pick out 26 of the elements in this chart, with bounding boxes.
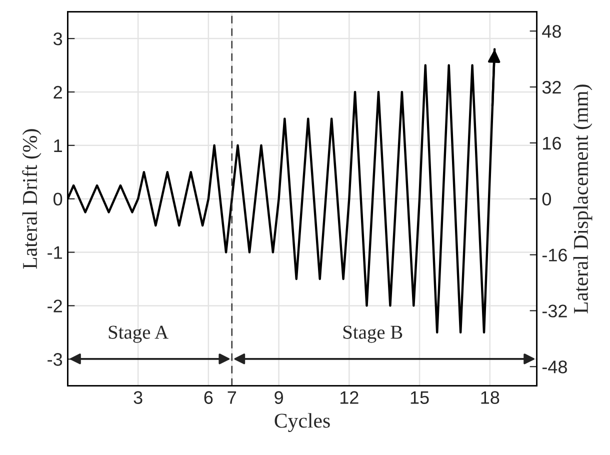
annotation: Stage B [343, 326, 402, 343]
y-tick-label: -2 [48, 300, 62, 312]
y2-tick-label: -48 [542, 360, 567, 374]
annotation: Stage A [108, 326, 168, 343]
y-tick-label: 0 [54, 192, 62, 206]
x-tick-label: 7 [228, 391, 236, 404]
y2-tick-label: 16 [543, 136, 561, 150]
x-tick-label: 15 [410, 391, 429, 404]
y-tick-label: 1 [54, 140, 62, 152]
y-tick-label: -1 [48, 246, 62, 259]
x-axis-title: Cycles [274, 413, 330, 432]
y2-tick-label: 0 [542, 192, 551, 206]
y-tick-label: 3 [53, 32, 62, 46]
y2-tick-label: -16 [542, 248, 567, 262]
x-tick-label: 3 [134, 391, 142, 404]
y2-axis-title: Lateral Displacement (mm) [573, 84, 592, 314]
x-tick-label: 6 [204, 391, 213, 404]
x-tick-label: 18 [481, 391, 500, 404]
y2-tick-label: 32 [542, 80, 561, 94]
x-tick-label: 12 [340, 391, 358, 404]
y2-tick-label: 48 [542, 24, 561, 38]
y-tick-label: -3 [48, 353, 62, 366]
y-tick-label: 2 [54, 86, 62, 99]
y-axis-title: Lateral Drift (%) [22, 129, 42, 269]
x-tick-label: 9 [274, 391, 283, 404]
y2-tick-label: -32 [542, 304, 567, 318]
